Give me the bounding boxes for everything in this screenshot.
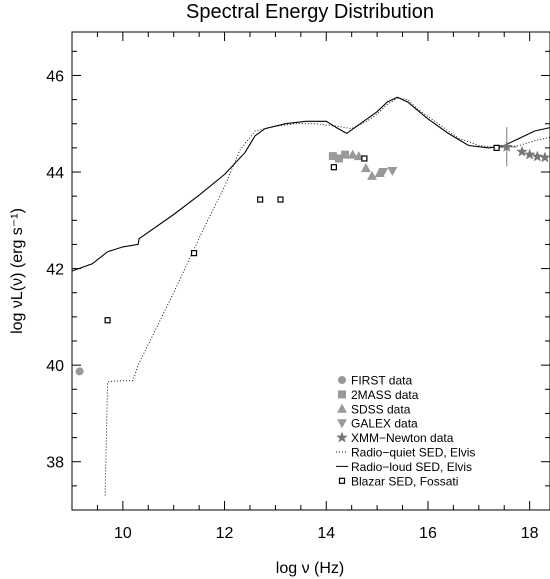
blazar-sed-fossati-point [257,196,264,203]
blazar-sed-fossati-point [277,196,284,203]
x-tick-label: 18 [521,525,539,542]
y-tick-label: 44 [46,165,64,182]
plot-frame [71,31,550,511]
axis-ticks: 10 12 14 16 18 38 40 42 44 46 [46,32,550,542]
y-tick-label: 46 [46,68,64,85]
chart-title: Spectral Energy Distribution [186,1,434,23]
y-axis-label: log νL(ν) (erg s⁻¹) [9,208,26,334]
radio-quiet-sed-line [104,97,550,496]
xmm-newton-data-point [516,145,528,157]
blazar-sed-fossati-point [104,317,111,324]
y-tick-label: 42 [46,262,64,279]
2mass-data-point [328,152,337,161]
legend-marker-galex-data [337,419,347,429]
blazar-sed-fossati-point [330,164,337,171]
blazar-sed-fossati-point [493,144,500,151]
sed-curves [71,96,550,496]
first-data-point [75,367,84,376]
x-tick-label: 12 [216,525,234,542]
2mass-data-point [341,150,350,159]
sdss-data-point [367,170,378,180]
radio-loud-sed-line [71,96,550,272]
blazar-sed-fossati-point [361,155,368,162]
sdss-data-point [360,163,371,173]
legend-label-sdss-data: SDSS data [351,402,411,416]
x-tick-label: 14 [317,525,335,542]
galex-data-point [378,168,389,178]
y-tick-label: 38 [46,455,64,472]
sdss-data-point [347,149,358,159]
legend-label-xmm-newton-data: XMM−Newton data [351,431,454,445]
x-tick-label: 10 [114,525,132,542]
legend-label-first-data: FIRST data [351,374,412,388]
xmm-newton-data-point [539,151,550,163]
xmm-newton-data-point [523,148,536,160]
galex-data-point [387,167,398,177]
y-tick-label: 40 [46,358,64,375]
data-points [75,127,550,376]
xmm-newton-data-point [501,140,513,152]
legend-label-radio-quiet-sed-elvis: Radio−quiet SED, Elvis [351,446,475,460]
blazar-sed-fossati-point [190,250,198,257]
legend-marker-blazar-sed-fossati [338,477,346,484]
xmm-newton-data-point [531,150,543,162]
x-tick-label: 16 [419,525,437,542]
2mass-data-point [334,154,343,163]
legend-marker-2mass-data [338,390,346,399]
legend-label-blazar-sed-fossati: Blazar SED, Fossati [351,474,458,488]
legend-marker-xmm-newton-data [336,431,348,443]
legend-label-radio-loud-sed-elvis: Radio−loud SED, Elvis [351,460,472,474]
x-axis-label: log ν (Hz) [276,560,344,577]
legend-marker-sdss-data [337,403,347,413]
legend-marker-first-data [338,376,346,384]
legend-label-galex-data: GALEX data [351,417,418,431]
legend-label-2mass-data: 2MASS data [351,388,419,402]
